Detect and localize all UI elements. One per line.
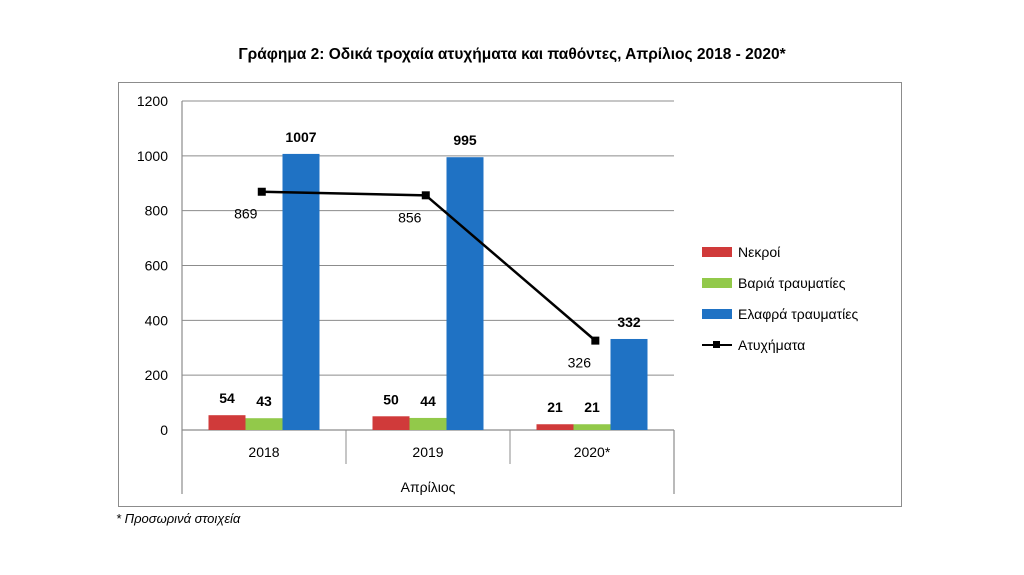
legend-item-accidents: Ατυχήματα bbox=[702, 329, 858, 360]
legend-swatch-slightly-injured bbox=[702, 308, 732, 319]
data-label-seriously-injured: 44 bbox=[420, 393, 436, 409]
x-tick-label: 2018 bbox=[248, 444, 279, 460]
x-tick-label: 2019 bbox=[412, 444, 443, 460]
data-label-accidents: 326 bbox=[568, 355, 592, 371]
x-tick-label: 2020* bbox=[574, 444, 611, 460]
x-axis-label: Απρίλιος bbox=[401, 479, 456, 495]
bar-deaths bbox=[372, 416, 410, 430]
y-tick-label: 200 bbox=[145, 367, 169, 383]
y-tick-label: 0 bbox=[160, 422, 168, 438]
y-tick-label: 800 bbox=[145, 203, 169, 219]
data-label-seriously-injured: 43 bbox=[256, 393, 272, 409]
data-label-accidents: 856 bbox=[398, 209, 422, 225]
line-marker-accidents bbox=[257, 187, 266, 196]
bar-seriously-injured bbox=[245, 418, 283, 430]
y-tick-label: 600 bbox=[145, 258, 169, 274]
legend-label-accidents: Ατυχήματα bbox=[738, 336, 806, 353]
legend-label-deaths: Νεκροί bbox=[738, 243, 781, 260]
bar-deaths bbox=[536, 424, 574, 430]
legend-swatch-accidents bbox=[702, 340, 732, 350]
legend-item-deaths: Νεκροί bbox=[702, 236, 858, 267]
data-label-deaths: 50 bbox=[383, 391, 399, 407]
line-marker-accidents bbox=[421, 191, 430, 200]
legend-item-seriously-injured: Βαριά τραυματίες bbox=[702, 267, 858, 298]
data-label-deaths: 21 bbox=[547, 399, 563, 415]
data-label-slightly-injured: 995 bbox=[453, 132, 477, 148]
bar-slightly-injured bbox=[610, 338, 648, 430]
line-marker-accidents bbox=[591, 336, 600, 345]
chart-legend: Νεκροί Βαριά τραυματίες Ελαφρά τραυματίε… bbox=[702, 236, 858, 360]
chart-frame bbox=[118, 82, 902, 507]
legend-label-seriously-injured: Βαριά τραυματίες bbox=[738, 274, 846, 291]
legend-swatch-deaths bbox=[702, 246, 732, 257]
legend-swatch-seriously-injured bbox=[702, 277, 732, 288]
data-label-slightly-injured: 332 bbox=[617, 314, 641, 330]
data-label-slightly-injured: 1007 bbox=[285, 129, 316, 145]
data-label-deaths: 54 bbox=[219, 390, 235, 406]
data-label-seriously-injured: 21 bbox=[584, 399, 600, 415]
chart-title: Γράφημα 2: Οδικά τροχαία ατυχήματα και π… bbox=[238, 46, 786, 63]
bar-slightly-injured bbox=[282, 153, 320, 430]
legend-label-slightly-injured: Ελαφρά τραυματίες bbox=[738, 305, 859, 322]
footnote: * Προσωρινά στοιχεία bbox=[116, 511, 241, 526]
y-tick-label: 1200 bbox=[137, 93, 168, 109]
data-label-accidents: 869 bbox=[234, 206, 258, 222]
bar-deaths bbox=[208, 415, 246, 430]
bar-slightly-injured bbox=[446, 157, 484, 430]
bar-seriously-injured bbox=[409, 417, 447, 430]
y-tick-label: 1000 bbox=[137, 148, 168, 164]
bar-seriously-injured bbox=[573, 424, 611, 430]
y-tick-label: 400 bbox=[145, 312, 169, 328]
legend-item-slightly-injured: Ελαφρά τραυματίες bbox=[702, 298, 858, 329]
